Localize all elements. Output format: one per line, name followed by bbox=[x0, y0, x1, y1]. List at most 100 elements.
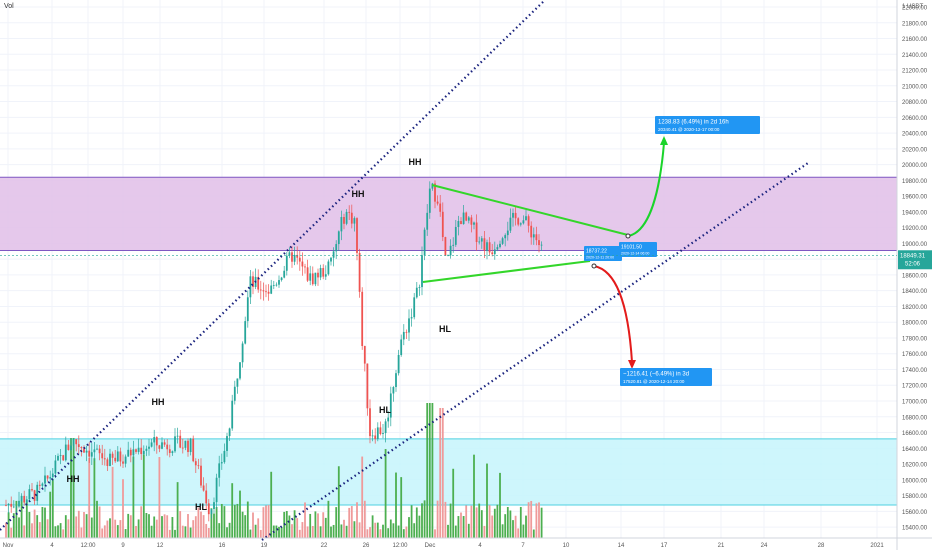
time-tick-label: 12 bbox=[157, 543, 164, 549]
volume-bar bbox=[220, 503, 223, 538]
candle-body bbox=[41, 483, 44, 486]
drawings[interactable] bbox=[0, 0, 809, 541]
candle-body bbox=[296, 254, 299, 258]
volume-bar bbox=[205, 523, 208, 538]
candle-body bbox=[233, 386, 236, 401]
volume-bar bbox=[179, 511, 182, 538]
candle-body bbox=[174, 436, 176, 452]
price-tick-label: 18000.00 bbox=[902, 321, 928, 327]
bearish-projection-arrow[interactable] bbox=[593, 265, 633, 363]
candle-body bbox=[415, 287, 418, 298]
volume-bar bbox=[444, 501, 447, 538]
last-price-value: 18849.31 bbox=[900, 253, 926, 259]
candle-body bbox=[18, 500, 20, 507]
volume-bar bbox=[265, 505, 267, 538]
volume-bar bbox=[142, 454, 145, 538]
candle-body bbox=[423, 229, 426, 256]
volume-bar bbox=[366, 529, 369, 538]
candle-body bbox=[519, 223, 522, 225]
volume-bar bbox=[324, 517, 327, 538]
candle-body bbox=[387, 417, 390, 422]
projection-anchor-down[interactable] bbox=[591, 263, 597, 269]
pattern-label-hh: HH bbox=[152, 397, 165, 407]
volume-bar bbox=[514, 515, 517, 538]
volume-bar bbox=[59, 523, 62, 538]
volume-bar bbox=[457, 516, 460, 538]
volume-bar bbox=[7, 512, 10, 538]
volume-bar bbox=[475, 507, 478, 538]
volume-bar bbox=[402, 529, 405, 538]
candle-body bbox=[454, 226, 457, 245]
candle-body bbox=[153, 437, 156, 443]
volume-bar bbox=[252, 512, 254, 538]
projection-anchor-up[interactable] bbox=[625, 233, 631, 239]
volume-bar bbox=[467, 523, 470, 538]
candle-body bbox=[51, 473, 54, 478]
bullish-projection-arrow[interactable] bbox=[627, 142, 665, 237]
candle-body bbox=[64, 444, 67, 461]
volume-bar bbox=[80, 527, 83, 538]
time-tick-label: 28 bbox=[818, 543, 825, 549]
volume-bar bbox=[44, 507, 46, 538]
volume-bar bbox=[49, 491, 52, 538]
volume-bar bbox=[10, 527, 13, 538]
volume-bar bbox=[194, 516, 197, 538]
volume-bar bbox=[161, 516, 163, 538]
candle-body bbox=[382, 433, 384, 435]
candle-body bbox=[384, 421, 387, 434]
last-price-tag[interactable] bbox=[898, 250, 932, 270]
volume-bar bbox=[530, 500, 533, 538]
volume-bar bbox=[410, 505, 413, 538]
candle-body bbox=[509, 217, 512, 231]
channel-upper-line[interactable] bbox=[0, 0, 546, 531]
candle-body bbox=[20, 495, 23, 501]
volume-bar bbox=[103, 525, 106, 538]
triangle-lower-line[interactable] bbox=[422, 260, 591, 283]
volume-bar bbox=[361, 456, 364, 538]
volume-bar bbox=[314, 511, 317, 538]
volume-bar bbox=[174, 529, 176, 538]
candle-body bbox=[288, 252, 291, 256]
triangle-upper-line[interactable] bbox=[431, 184, 629, 236]
volume-bar bbox=[114, 519, 117, 538]
time-tick-label: Nov bbox=[3, 543, 14, 549]
price-tick-label: 20000.00 bbox=[902, 163, 928, 169]
price-tick-label: 17400.00 bbox=[902, 368, 928, 374]
level-tag-time: 2020-12-11 20:00 bbox=[586, 256, 614, 260]
candle-body bbox=[33, 490, 36, 501]
volume-bar bbox=[395, 472, 397, 538]
candle-body bbox=[426, 212, 429, 230]
candle-body bbox=[215, 477, 218, 503]
candle-body bbox=[473, 222, 475, 225]
volume-bar bbox=[223, 506, 226, 538]
price-tick-label: 20800.00 bbox=[902, 100, 928, 106]
volume-bar bbox=[259, 529, 262, 538]
candle-body bbox=[538, 240, 540, 246]
candle-body bbox=[475, 222, 478, 243]
time-tick-label: 12:00 bbox=[80, 543, 96, 549]
candle-body bbox=[122, 461, 124, 464]
time-tick-label: 16 bbox=[219, 543, 226, 549]
volume-bar bbox=[189, 527, 192, 538]
volume-bar bbox=[38, 522, 41, 538]
candle-body bbox=[7, 503, 10, 506]
volume-bar bbox=[304, 502, 306, 538]
volume-bar bbox=[301, 522, 304, 538]
candle-body bbox=[181, 447, 184, 449]
volume-bar bbox=[25, 502, 28, 538]
time-tick-label: 26 bbox=[363, 543, 370, 549]
level-tag-price: 19101.50 bbox=[621, 245, 642, 251]
vol-label: Vol bbox=[4, 3, 14, 10]
candle-body bbox=[270, 285, 273, 294]
candle-body bbox=[353, 218, 356, 224]
level-tag-price: 18737.22 bbox=[586, 249, 607, 255]
candle-body bbox=[103, 458, 106, 460]
volume-bar bbox=[101, 528, 104, 538]
candle-body bbox=[223, 450, 226, 463]
volume-bar bbox=[509, 510, 512, 538]
volume-bar bbox=[470, 505, 473, 538]
candle-body bbox=[36, 484, 39, 501]
